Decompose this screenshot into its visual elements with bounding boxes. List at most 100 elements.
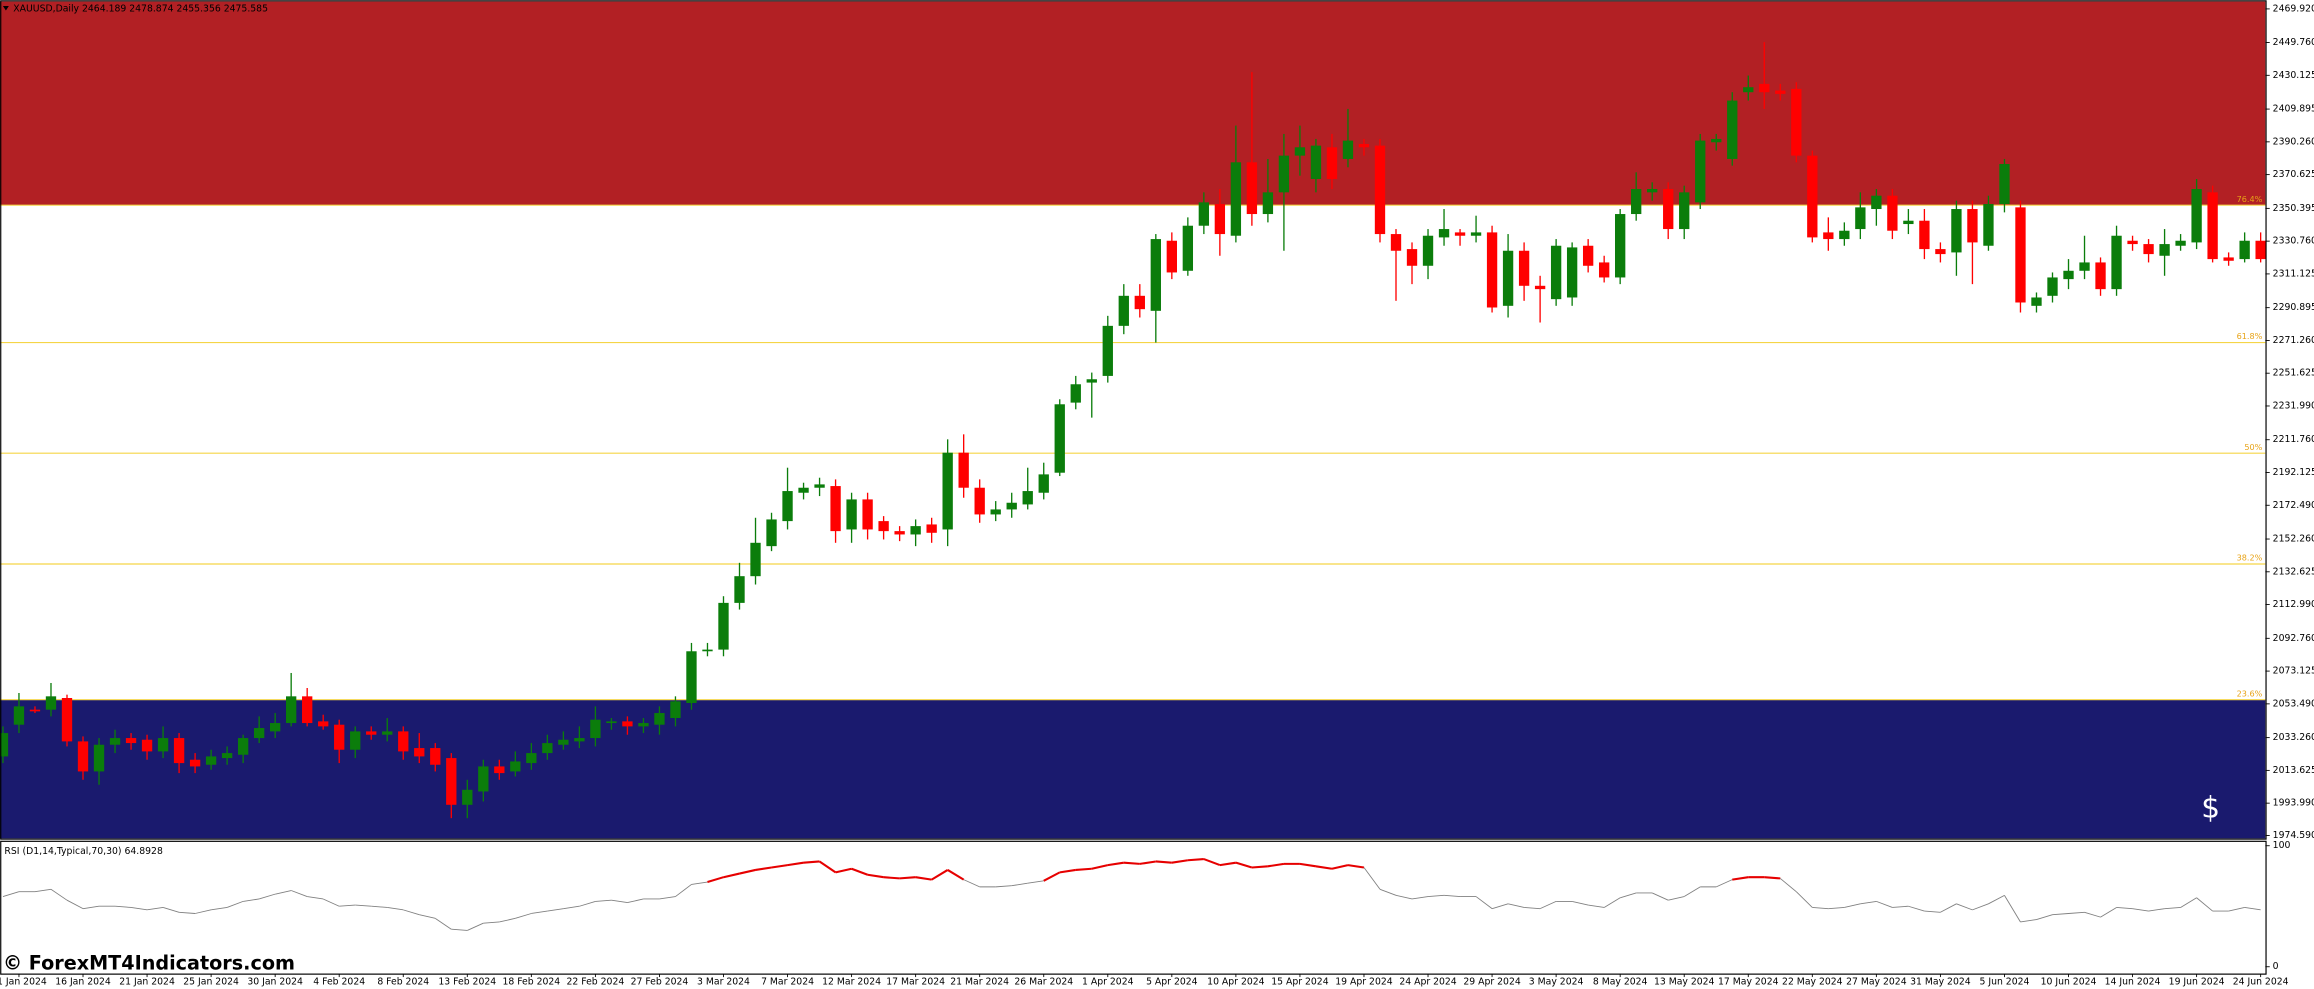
candle-body: [1054, 404, 1065, 473]
candle-body: [61, 698, 73, 742]
candle-body: [1438, 229, 1450, 238]
rsi-segment: [1764, 876, 1781, 880]
x-tick-label: 30 Jan 2024: [247, 977, 303, 988]
rsi-segment: [1299, 862, 1317, 868]
candle-body: [830, 486, 841, 532]
rsi-segment: [931, 869, 949, 881]
candle-body: [2127, 240, 2138, 245]
candle-body: [446, 758, 457, 805]
rsi-segment: [755, 866, 772, 871]
candle-body: [2223, 257, 2234, 261]
rsi-segment: [1828, 907, 1845, 910]
rsi-segment: [1908, 905, 1925, 912]
x-tick-label: 18 Feb 2024: [502, 977, 560, 988]
rsi-segment: [1603, 897, 1621, 908]
y-tick-label: 2092.760: [2273, 633, 2314, 644]
candle-body: [1823, 232, 1834, 240]
rsi-segment: [1668, 896, 1685, 901]
candle-body: [1374, 145, 1386, 235]
x-tick-label: 24 Apr 2024: [1399, 977, 1456, 988]
rsi-segment: [1780, 878, 1797, 893]
y-tick-label: 2053.490: [2273, 698, 2314, 709]
rsi-segment: [499, 917, 516, 923]
rsi-segment: [259, 893, 276, 900]
candle-body: [1294, 147, 1306, 156]
candle-body: [1647, 189, 1658, 193]
candle-body: [1919, 220, 1930, 250]
rsi-segment: [1876, 900, 1893, 908]
candle-body: [1855, 207, 1866, 230]
candle-body: [1038, 474, 1049, 493]
y-tick-label: 2132.625: [2273, 566, 2314, 577]
y-tick-label: 2251.625: [2273, 368, 2314, 379]
y-tick-label: 2430.125: [2273, 70, 2314, 81]
rsi-segment: [947, 869, 965, 881]
rsi-segment: [867, 873, 884, 879]
x-tick-label: 19 Jun 2024: [2169, 977, 2225, 988]
candle-body: [590, 719, 601, 739]
rsi-segment: [435, 917, 452, 930]
candle-body: [1150, 239, 1161, 311]
candle-body: [862, 499, 873, 530]
x-tick-label: 31 May 2024: [1910, 977, 1971, 988]
rsi-segment: [2244, 907, 2261, 911]
rsi-segment: [1091, 864, 1109, 870]
candle-body: [1358, 143, 1370, 148]
x-tick-label: 8 May 2024: [1593, 977, 1648, 988]
candle-body: [1390, 234, 1402, 251]
x-tick-label: 27 Feb 2024: [631, 977, 689, 988]
candle-body: [1214, 204, 1226, 235]
rsi-segment: [2180, 897, 2197, 908]
candle-body: [2191, 189, 2202, 243]
rsi-segment: [515, 913, 532, 919]
candle-body: [2031, 297, 2042, 306]
rsi-segment: [467, 922, 484, 931]
rsi-segment: [1683, 886, 1701, 897]
x-tick-label: 21 Jan 2024: [119, 977, 175, 988]
rsi-segment: [1475, 896, 1493, 910]
rsi-segment: [771, 864, 788, 869]
rsi-frame: [0, 840, 2267, 975]
candle-body: [1326, 147, 1338, 179]
candle-body: [286, 696, 297, 724]
candle-body: [350, 731, 361, 750]
candle-body: [1582, 245, 1594, 266]
rsi-segment: [323, 898, 340, 907]
fib-label: 76.4%: [2237, 194, 2263, 204]
candle-body: [558, 739, 569, 745]
y-tick-label: 2469.920: [2273, 3, 2314, 14]
rsi-segment: [899, 876, 916, 880]
rsi-segment: [1315, 865, 1333, 870]
rsi-segment: [1011, 882, 1028, 887]
candle-body: [125, 738, 137, 744]
rsi-segment: [1652, 892, 1669, 901]
candle-body: [205, 756, 217, 765]
y-tick-label: 2211.760: [2273, 434, 2314, 445]
x-tick-label: 27 May 2024: [1846, 977, 1907, 988]
candle-body: [494, 766, 505, 774]
candle-body: [1727, 100, 1738, 159]
candle-body: [2143, 244, 2154, 255]
y-tick-label: 2350.395: [2273, 203, 2314, 214]
rsi-segment: [1427, 894, 1445, 897]
rsi-segment: [1795, 891, 1813, 908]
candle-body: [366, 731, 377, 735]
candle-body: [1246, 162, 1258, 215]
x-tick-label: 25 Jan 2024: [183, 977, 239, 988]
candle-body: [29, 709, 41, 712]
candle-body: [526, 753, 537, 764]
candle-body: [1550, 245, 1562, 300]
rsi-segment: [82, 905, 100, 910]
rsi-segment: [403, 909, 420, 916]
rsi-segment: [563, 905, 580, 910]
candle-body: [1422, 235, 1434, 266]
rsi-segment: [2052, 913, 2069, 916]
rsi-segment: [355, 904, 372, 907]
candle-body: [1711, 138, 1722, 143]
x-tick-label: 10 Apr 2024: [1207, 977, 1264, 988]
upper-zone: [0, 1, 2266, 206]
candle-body: [1342, 140, 1354, 159]
candle-body: [2207, 192, 2218, 260]
y-tick-label: 2033.260: [2273, 732, 2314, 743]
